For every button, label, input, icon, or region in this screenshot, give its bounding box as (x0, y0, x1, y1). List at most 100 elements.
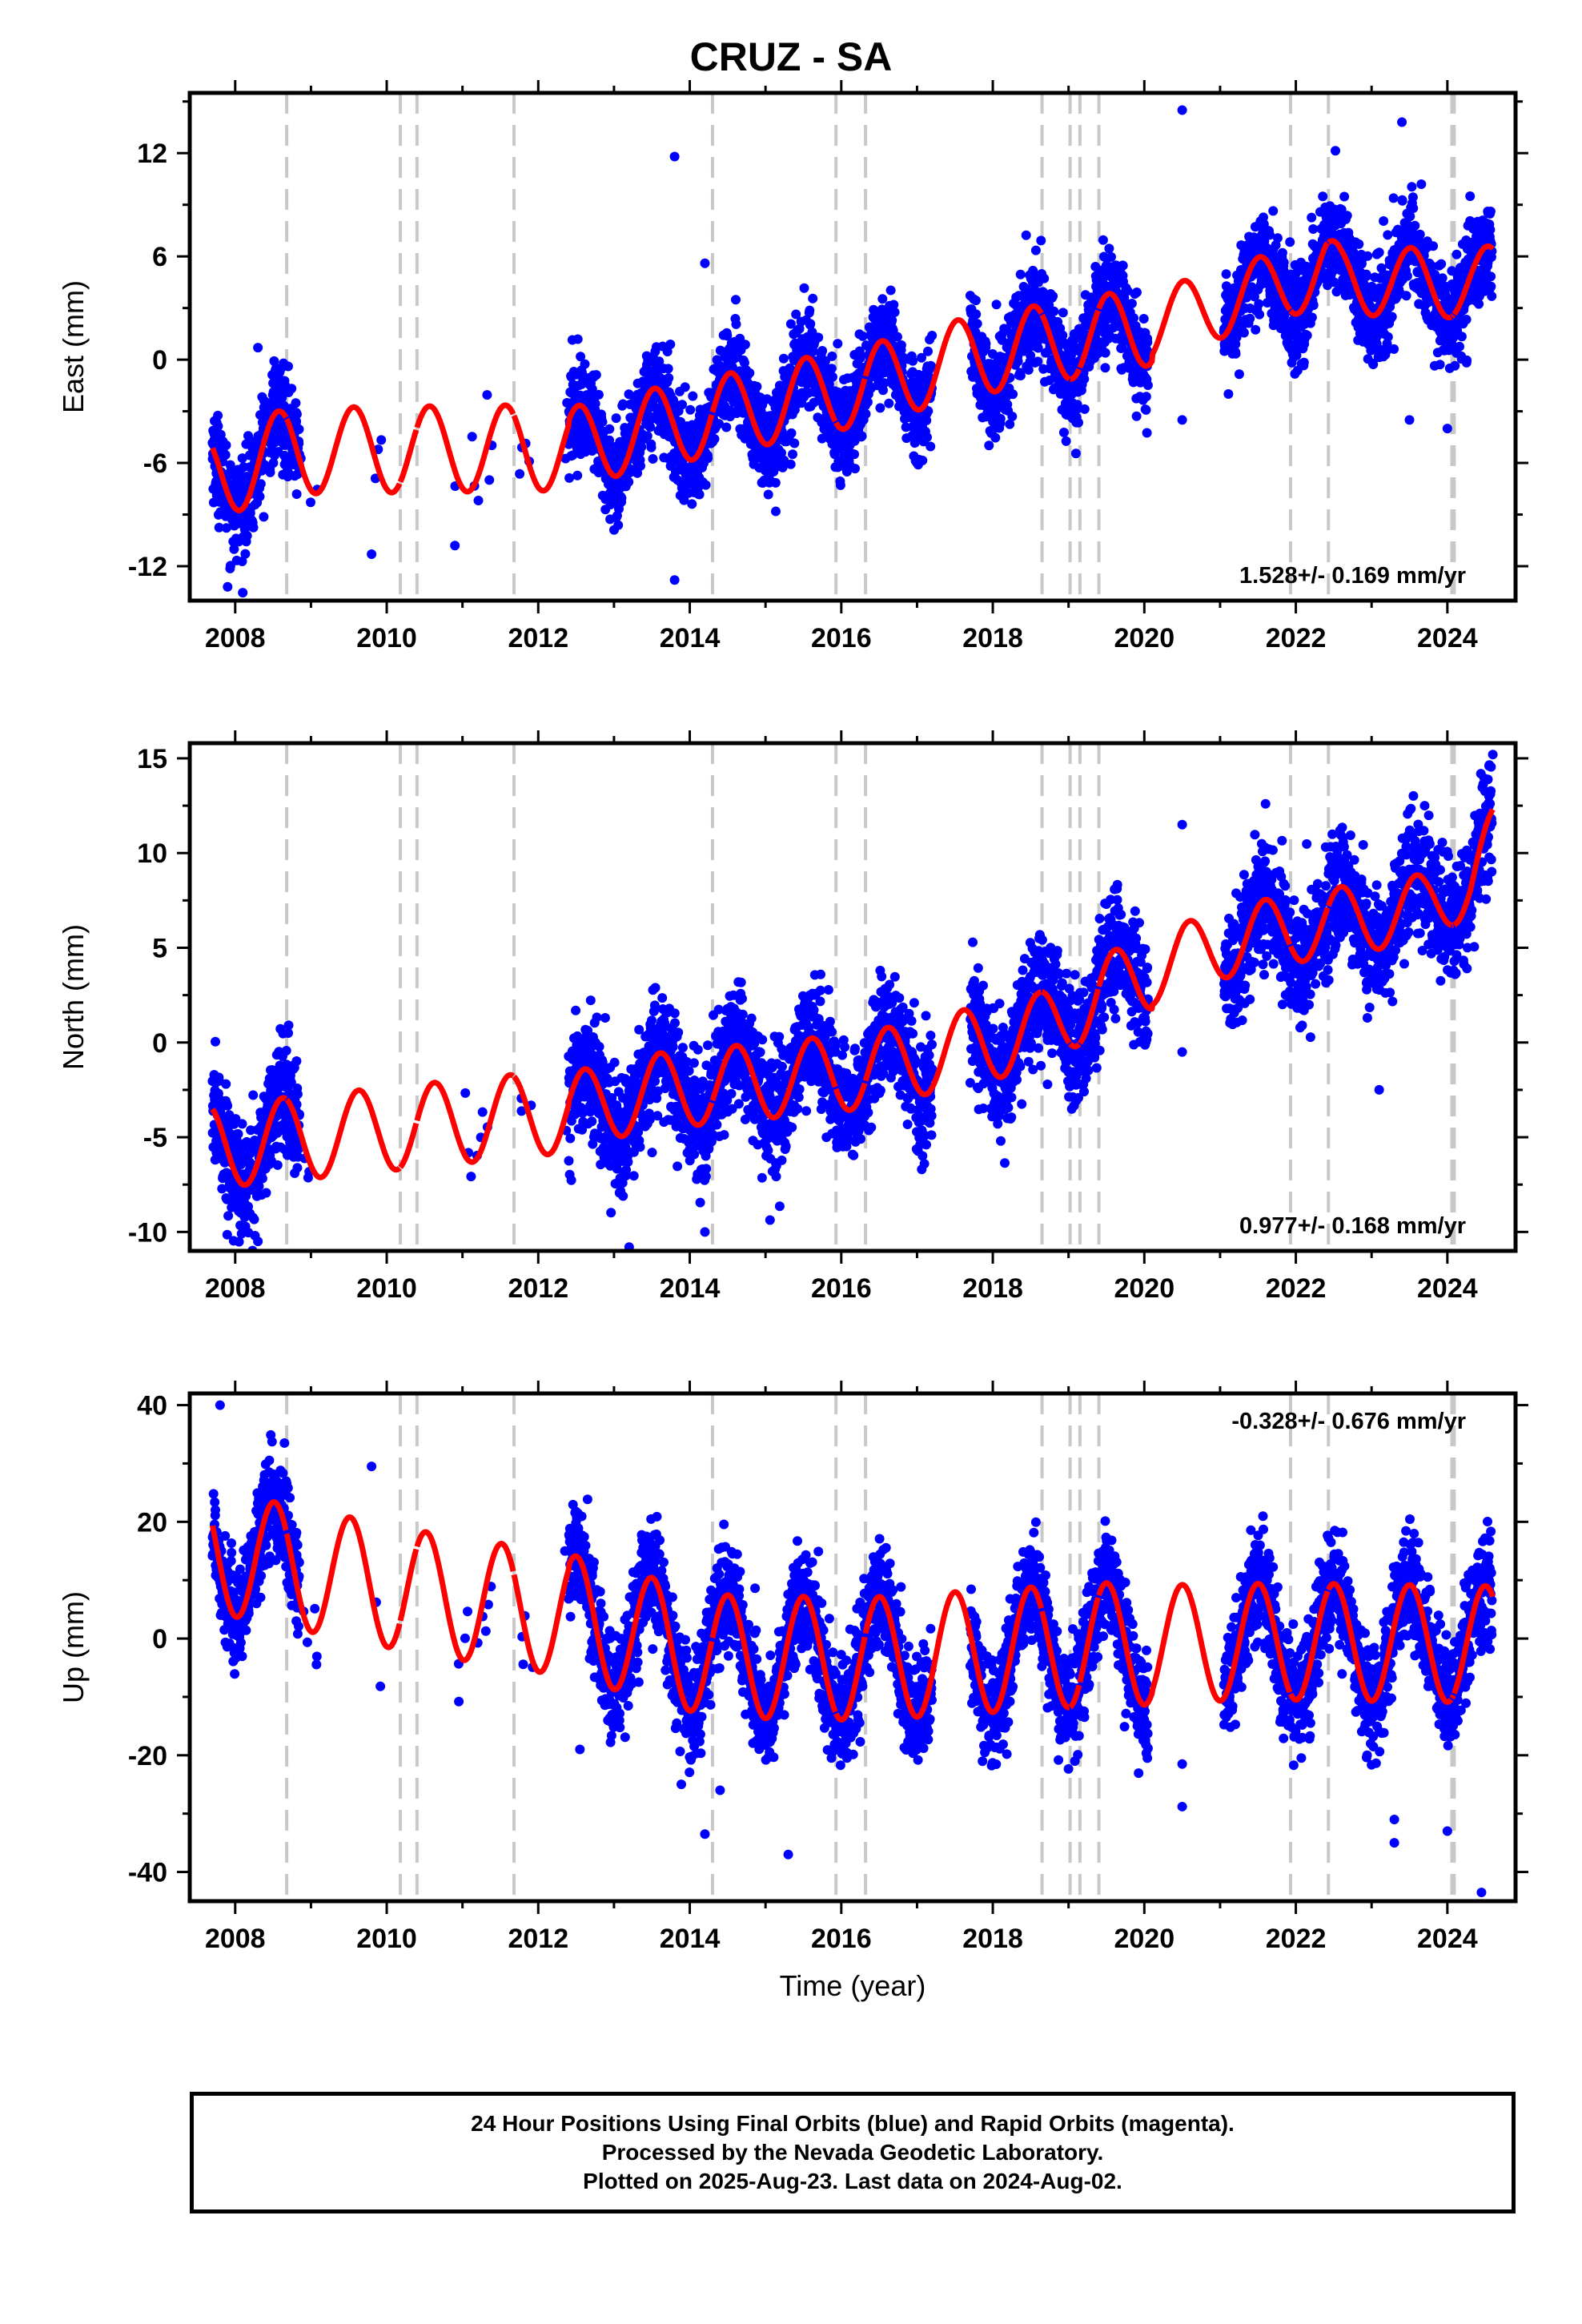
data-point (281, 1046, 291, 1055)
data-point (771, 506, 781, 517)
data-point (1033, 343, 1043, 353)
data-point (1106, 251, 1116, 262)
data-point (1485, 207, 1496, 216)
data-point (1061, 436, 1071, 446)
data-point (828, 372, 837, 382)
data-point (1307, 312, 1317, 323)
data-point (618, 399, 628, 409)
data-point (835, 480, 845, 490)
data-point (484, 475, 495, 485)
data-point (879, 378, 889, 388)
data-point (1142, 380, 1153, 390)
data-point (987, 349, 998, 359)
outlier-point (669, 151, 680, 162)
data-point (477, 1107, 488, 1117)
data-point (1007, 412, 1018, 421)
data-point (211, 1036, 220, 1047)
data-point (688, 391, 698, 401)
data-point (1388, 193, 1399, 203)
data-point (1362, 271, 1372, 281)
data-point (1307, 212, 1317, 223)
data-point (679, 495, 689, 505)
data-point (287, 384, 297, 394)
data-point (1122, 286, 1133, 296)
data-point (813, 332, 824, 343)
data-point (233, 1129, 243, 1139)
data-point (731, 295, 741, 305)
data-point (272, 1160, 283, 1170)
data-point (1058, 330, 1068, 340)
data-point (862, 397, 873, 408)
data-point (857, 331, 868, 341)
data-point (995, 413, 1006, 424)
data-point (624, 476, 634, 487)
data-point (970, 296, 981, 306)
data-point (850, 464, 860, 474)
data-point (1142, 428, 1152, 438)
data-point (805, 319, 816, 329)
data-point (731, 319, 741, 329)
outlier-point (669, 575, 680, 585)
data-point (1354, 239, 1364, 249)
data-point (1073, 404, 1083, 414)
data-point (1141, 392, 1151, 402)
data-point (654, 356, 665, 367)
outlier-point (1404, 415, 1415, 425)
outlier-point (253, 343, 263, 353)
data-point (291, 489, 302, 499)
x-tick-label: 2024 (1417, 623, 1478, 653)
data-point (849, 449, 859, 460)
data-point (1142, 337, 1153, 348)
data-point (1487, 291, 1497, 301)
data-point (990, 432, 1001, 443)
x-tick-label: 2018 (962, 623, 1023, 653)
data-point (1383, 332, 1393, 342)
data-point (292, 469, 303, 480)
data-point (572, 470, 583, 480)
data-point (739, 358, 749, 368)
data-point (884, 398, 894, 408)
data-point (590, 399, 600, 409)
data-point (292, 1163, 303, 1173)
data-point (613, 520, 624, 530)
data-point (482, 390, 492, 400)
data-point (878, 385, 888, 396)
data-point (745, 368, 755, 378)
data-point (250, 1258, 259, 1268)
data-point (568, 450, 578, 460)
data-point (1100, 348, 1110, 358)
data-point (1389, 344, 1399, 354)
data-point (571, 1005, 581, 1015)
data-point (223, 1100, 233, 1111)
data-point (1231, 348, 1241, 359)
data-point (665, 340, 676, 349)
data-point (587, 384, 597, 394)
data-point (1318, 191, 1328, 202)
outlier-point (1465, 191, 1476, 201)
data-point (255, 492, 265, 501)
data-point (646, 442, 656, 452)
data-point (721, 422, 732, 432)
data-point (237, 453, 247, 464)
x-tick-label: 2014 (660, 623, 721, 653)
data-point (249, 1264, 259, 1273)
data-point (636, 442, 647, 452)
data-point (817, 346, 828, 356)
data-point (1058, 308, 1068, 318)
data-point (889, 300, 899, 310)
y-tick-label: 12 (137, 139, 167, 169)
data-point (1456, 332, 1467, 342)
data-point (785, 319, 796, 329)
data-point (257, 1173, 267, 1184)
data-point (1058, 428, 1069, 437)
data-point (1033, 356, 1043, 367)
data-point (908, 356, 918, 366)
data-point (763, 489, 773, 500)
data-point (1402, 271, 1412, 281)
data-point (1308, 300, 1319, 311)
data-point (1100, 363, 1110, 373)
data-point (1379, 216, 1389, 226)
data-point (648, 454, 658, 464)
data-point (664, 373, 674, 383)
data-point (1462, 355, 1472, 365)
